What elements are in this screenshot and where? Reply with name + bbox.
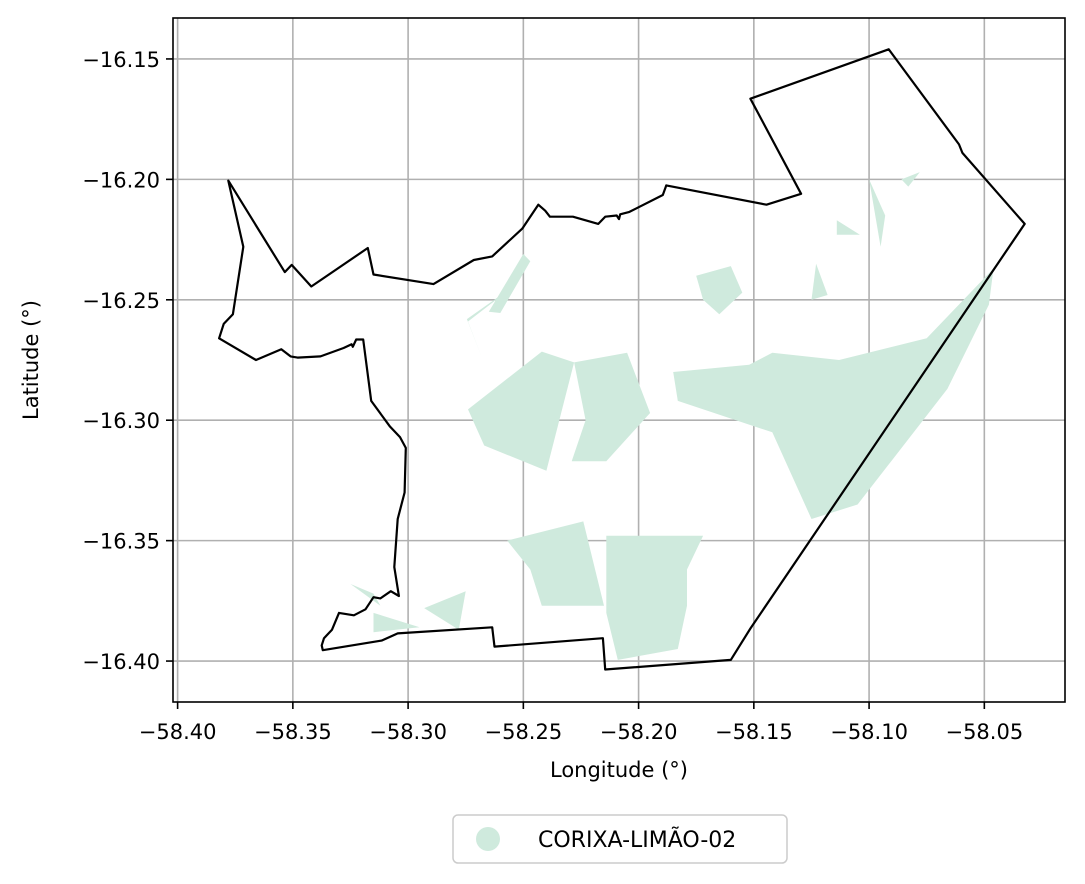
field-polygon-5	[606, 535, 704, 660]
field-polygon-10	[811, 263, 828, 300]
x-tick-label-0: −58.40	[139, 720, 217, 744]
field-polygon-2	[468, 351, 575, 471]
x-axis-label: Longitude (°)	[550, 758, 688, 782]
field-polygon-11	[901, 172, 920, 187]
y-tick-label-1: −16.20	[82, 168, 160, 192]
field-polygons	[350, 172, 994, 660]
field-polygon-8	[869, 179, 886, 247]
boundary-outline	[218, 48, 1026, 671]
x-tick-label-2: −58.30	[369, 720, 447, 744]
x-tick-label-7: −58.05	[945, 720, 1023, 744]
x-tick-label-1: −58.35	[254, 720, 332, 744]
legend-label: CORIXA-LIMÃO-02	[538, 826, 736, 853]
x-axis-ticks: −58.40 −58.35 −58.30 −58.25 −58.20 −58.15 −58.…	[139, 702, 1023, 744]
y-tick-label-2: −16.25	[82, 289, 160, 313]
field-polygon-13	[373, 612, 420, 633]
y-tick-label-4: −16.35	[82, 530, 160, 554]
plot-frame	[172, 17, 1066, 703]
x-tick-label-3: −58.25	[484, 720, 562, 744]
field-polygon-4	[507, 521, 604, 606]
x-tick-label-6: −58.10	[830, 720, 908, 744]
field-polygon-9	[836, 220, 860, 235]
legend-box	[452, 814, 788, 864]
field-polygon-6	[673, 268, 994, 519]
field-polygon-3	[571, 352, 651, 462]
x-tick-label-4: −58.20	[600, 720, 678, 744]
y-tick-label-5: −16.40	[82, 650, 160, 674]
boundary-polygon	[218, 48, 1026, 671]
field-polygon-12	[350, 584, 381, 606]
y-tick-label-0: −16.15	[82, 48, 160, 72]
legend-marker-icon	[476, 827, 500, 851]
x-tick-label-5: −58.15	[715, 720, 793, 744]
field-polygon-14	[424, 591, 466, 630]
y-axis-label: Latitude (°)	[19, 300, 43, 420]
y-tick-label-3: −16.30	[82, 409, 160, 433]
field-polygon-0	[488, 254, 531, 313]
field-polygon-7	[696, 266, 743, 315]
legend: CORIXA-LIMÃO-02	[452, 814, 788, 864]
y-axis-ticks: −16.15 −16.20 −16.25 −16.30 −16.35 −16.40	[82, 48, 173, 674]
